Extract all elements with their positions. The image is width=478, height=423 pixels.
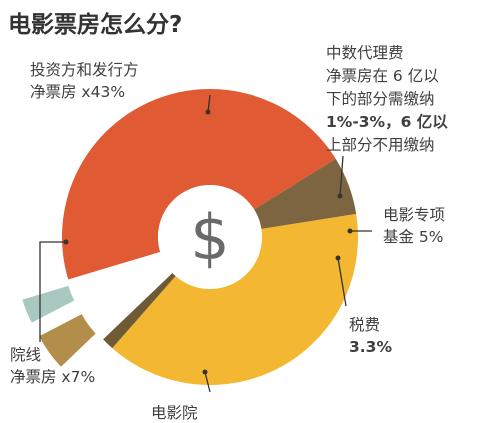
slice-cinema [61, 88, 336, 280]
leader-dot-chain [63, 239, 69, 245]
leader-tax [337, 257, 347, 307]
label-tax-line-1: 3.3% [349, 338, 392, 356]
slice-chain [254, 158, 357, 229]
leader-dot-cinema [202, 369, 208, 375]
leader-dot-fund [347, 228, 353, 234]
slice-agency [103, 272, 176, 349]
label-agency-line-1: 净票房在 6 亿以 [326, 67, 439, 85]
leader-investor [207, 94, 211, 113]
label-fund: 电影专项基金 5% [383, 206, 445, 246]
label-tax: 税费 3.3% [349, 316, 392, 356]
leader-cinema [204, 371, 211, 393]
slice-fund [39, 314, 96, 367]
leader-dot-tax [335, 255, 341, 261]
donut-hole [158, 185, 262, 289]
label-investor: 投资方和发行方净票房 x43% [30, 61, 139, 101]
slices-group [22, 88, 359, 385]
dollar-icon: $ [190, 201, 229, 274]
label-tax-line-0: 税费 [349, 316, 380, 334]
label-agency-line-4: 上部分不用缴纳 [326, 136, 435, 154]
slice-investor [112, 213, 359, 385]
slice-tax [22, 285, 75, 323]
label-cinema-line-0: 电影院 [151, 403, 198, 422]
label-chain-line-0: 院线 [10, 345, 41, 364]
label-agency-line-2: 下的部分需缴纳 [326, 90, 435, 108]
label-agency: 中数代理费净票房在 6 亿以下的部分需缴纳 1%-3%，6 亿以上部分不用缴纳 [326, 44, 448, 154]
leader-chain [39, 241, 66, 342]
label-chain: 院线净票房 x7% [10, 345, 95, 386]
chart-title: 电影票房怎么分? [8, 11, 182, 38]
label-cinema: 电影院 [151, 403, 198, 422]
leader-dot-agency [337, 193, 343, 199]
label-fund-line-0: 电影专项 [383, 206, 445, 224]
label-agency-line-3: 1%-3%，6 亿以 [326, 112, 448, 131]
leader-agency [339, 155, 344, 197]
label-fund-line-1: 基金 5% [383, 228, 444, 246]
label-investor-line-1: 净票房 x43% [30, 83, 125, 101]
leader-dot-investor [205, 109, 211, 115]
label-agency-line-0: 中数代理费 [326, 44, 404, 62]
leader-lines [39, 94, 372, 393]
slice-labels: 投资方和发行方净票房 x43% 中数代理费净票房在 6 亿以下的部分需缴纳 1%-3… [10, 44, 448, 422]
label-chain-line-1: 净票房 x7% [10, 368, 95, 386]
label-investor-line-0: 投资方和发行方 [30, 61, 139, 79]
